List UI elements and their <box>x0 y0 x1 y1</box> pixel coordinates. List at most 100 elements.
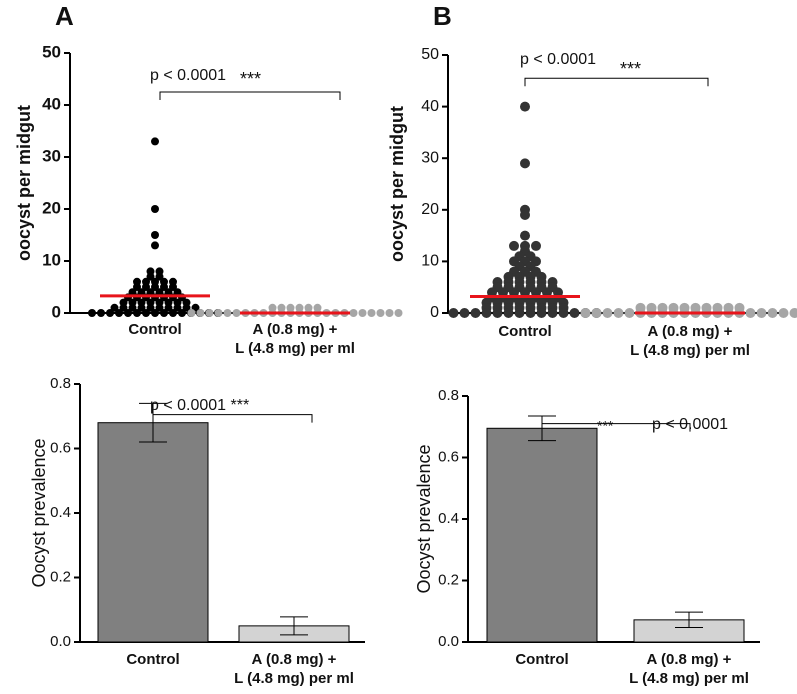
dot <box>492 308 503 318</box>
y-tick-label: 10 <box>421 253 439 270</box>
dot <box>124 309 132 317</box>
x-tick-label: A (0.8 mg) + L (4.8 mg) per ml <box>234 651 354 687</box>
dot <box>223 309 232 317</box>
dot <box>756 308 767 318</box>
y-tick-label: 40 <box>42 94 61 113</box>
dot <box>591 308 602 318</box>
dot <box>164 303 173 312</box>
dot <box>182 303 191 312</box>
y-tick-label: 0.0 <box>438 633 459 650</box>
dot <box>88 309 96 317</box>
dot <box>767 308 778 318</box>
y-tick-label: 0 <box>430 304 439 321</box>
dot <box>459 308 470 318</box>
y-tick-label: 10 <box>42 250 61 269</box>
dot <box>509 240 519 251</box>
dot <box>602 308 613 318</box>
dot <box>187 309 196 317</box>
dot <box>558 308 569 318</box>
dot <box>146 272 155 281</box>
y-tick-label: 0.4 <box>438 510 459 527</box>
dot <box>173 288 182 297</box>
dot <box>536 308 547 318</box>
dot <box>569 308 580 318</box>
x-tick-label: Control <box>498 323 551 340</box>
dot <box>160 283 168 291</box>
dot <box>133 309 141 317</box>
bar <box>97 422 209 643</box>
dot <box>115 309 123 317</box>
dot <box>214 309 223 317</box>
dot <box>128 288 137 297</box>
dot <box>481 308 492 318</box>
annotation: p < 0.0001 *** <box>150 397 249 414</box>
panel-label: A <box>55 1 74 31</box>
dot <box>470 308 481 318</box>
dot <box>503 308 514 318</box>
significance-bracket <box>524 77 709 87</box>
annotation: *** <box>240 69 261 89</box>
dot <box>789 308 797 318</box>
bar <box>486 427 598 643</box>
dot <box>155 303 164 312</box>
dot <box>155 272 164 281</box>
dot <box>745 308 756 318</box>
x-tick-label: Control <box>515 651 568 668</box>
dot <box>196 309 205 317</box>
y-axis-label: Oocyst prevalence <box>414 444 434 593</box>
dot <box>624 308 635 318</box>
y-tick-label: 0.0 <box>50 633 71 650</box>
dot <box>520 101 530 112</box>
y-tick-label: 50 <box>421 46 439 63</box>
y-tick-label: 0 <box>52 302 61 321</box>
dot <box>349 309 358 317</box>
x-tick-label: A (0.8 mg) + L (4.8 mg) per ml <box>629 651 749 687</box>
y-tick-label: 0.6 <box>50 439 71 456</box>
x-tick-label: Control <box>126 651 179 668</box>
dot <box>520 230 530 241</box>
y-axis-label: oocyst per midgut <box>14 105 34 261</box>
y-tick-label: 30 <box>421 149 439 166</box>
dot <box>106 309 114 317</box>
y-tick-label: 0.2 <box>438 571 459 588</box>
x-tick-label: Control <box>128 321 181 338</box>
dot <box>119 303 128 312</box>
dot <box>394 309 403 317</box>
dot <box>151 241 159 250</box>
annotation: *** <box>620 59 641 79</box>
y-tick-label: 50 <box>42 42 61 61</box>
y-tick-label: 0.8 <box>50 375 71 392</box>
x-tick-label: A (0.8 mg) + L (4.8 mg) per ml <box>630 323 750 359</box>
dot <box>155 288 164 297</box>
dot <box>128 303 137 312</box>
dot <box>146 288 155 297</box>
dot <box>164 288 173 297</box>
dot <box>531 240 541 251</box>
dot <box>110 303 119 312</box>
dot <box>151 205 159 213</box>
dot <box>613 308 624 318</box>
dot <box>448 308 459 318</box>
significance-bracket <box>159 91 341 100</box>
dot <box>151 309 159 317</box>
dot <box>151 231 159 239</box>
dot <box>547 308 558 318</box>
dot <box>778 308 789 318</box>
x-tick-label: A (0.8 mg) + L (4.8 mg) per ml <box>235 321 355 357</box>
dot <box>142 283 150 291</box>
dot <box>169 309 177 317</box>
dot <box>146 303 155 312</box>
dot <box>358 309 367 317</box>
dot <box>520 158 530 169</box>
dot <box>232 309 241 317</box>
y-axis-label: Oocyst prevalence <box>29 438 49 587</box>
dot <box>169 283 177 291</box>
y-tick-label: 0.8 <box>438 387 459 404</box>
dot <box>385 309 394 317</box>
dot <box>151 137 159 146</box>
dot <box>205 309 214 317</box>
annotation: *** <box>597 418 614 434</box>
y-tick-label: 20 <box>421 201 439 218</box>
dot <box>97 309 105 317</box>
y-tick-label: 0.2 <box>50 568 71 585</box>
